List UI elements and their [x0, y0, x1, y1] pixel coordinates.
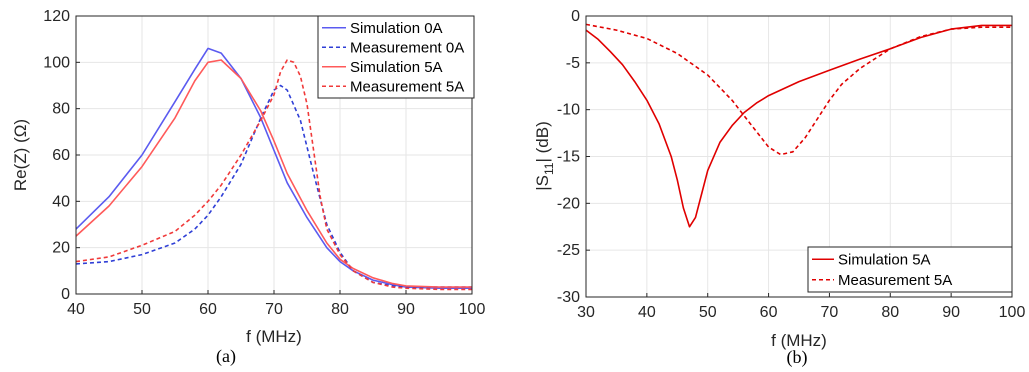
- y-tick-label: 0: [571, 8, 580, 25]
- x-tick-label: 90: [942, 304, 960, 321]
- panel-b-ticks: 30 40 50 60 70 80 90 100 0 -5 -10 -15 -20 -25 -30: [557, 8, 1026, 321]
- y-tick-label: 80: [52, 101, 70, 118]
- panel-b-y-axis-label-subscript: 11: [542, 162, 556, 175]
- panel-b-label: (b): [787, 347, 808, 368]
- x-tick-label: 80: [331, 301, 349, 318]
- legend-entry-label: Simulation 5A: [838, 251, 931, 268]
- x-tick-label: 100: [999, 304, 1026, 321]
- series-line-2: [585, 23, 1012, 156]
- panel-b-y-axis-label-end: | (dB): [533, 121, 552, 162]
- y-tick-label: -5: [566, 55, 580, 72]
- y-tick-label: -10: [557, 102, 580, 119]
- panel-b: 30 40 50 60 70 80 90 100 0 -5 -10 -15 -20 -25 -30 f (M…: [533, 8, 1025, 368]
- series-line-4: [75, 59, 472, 291]
- x-tick-label: 40: [67, 301, 85, 318]
- x-tick-label: 70: [265, 301, 283, 318]
- y-tick-label: 40: [52, 193, 70, 210]
- y-tick-label: 100: [43, 54, 70, 71]
- panel-b-series: [585, 23, 1012, 228]
- x-tick-label: 60: [199, 301, 217, 318]
- x-tick-label: 60: [760, 304, 778, 321]
- panel-a-label: (a): [216, 346, 236, 367]
- series-line-1: [75, 47, 472, 289]
- panel-b-y-axis-label: |S11| (dB): [533, 121, 556, 191]
- x-tick-label: 90: [397, 301, 415, 318]
- panel-a-ticks: 40 50 60 70 80 90 100 0 20 40 60 80 100 120: [43, 8, 485, 318]
- y-tick-label: -30: [557, 289, 580, 306]
- x-tick-label: 50: [133, 301, 151, 318]
- series-line-1: [585, 24, 1012, 228]
- legend-entry-label: Simulation 5A: [350, 59, 443, 76]
- panel-b-x-axis-label: f (MHz): [771, 331, 827, 350]
- y-tick-label: 60: [52, 147, 70, 164]
- panel-a-legend: Simulation 0A Measurement 0A Simulation 5A…: [317, 15, 475, 99]
- x-tick-label: 70: [821, 304, 839, 321]
- y-tick-label: 0: [61, 286, 70, 303]
- legend-box: [807, 246, 1013, 293]
- panel-a-x-axis-label: f (MHz): [246, 327, 302, 346]
- x-tick-label: 50: [699, 304, 717, 321]
- legend-box: [317, 15, 475, 99]
- series-line-3: [75, 59, 472, 288]
- legend-entry-label: Measurement 0A: [350, 39, 464, 56]
- legend-entry-label: Measurement 5A: [350, 78, 464, 95]
- x-tick-label: 100: [459, 301, 486, 318]
- y-tick-label: -15: [557, 149, 580, 166]
- y-tick-label: -25: [557, 242, 580, 259]
- y-tick-label: -20: [557, 195, 580, 212]
- x-tick-label: 30: [577, 304, 595, 321]
- y-tick-label: 20: [52, 240, 70, 257]
- panel-a-y-axis-label: Re(Z) (Ω): [11, 119, 30, 191]
- panel-b-y-axis-label-main: |S: [533, 175, 552, 191]
- legend-entry-label: Simulation 0A: [350, 20, 443, 37]
- panel-a-series: [75, 47, 472, 291]
- panel-b-legend: Simulation 5A Measurement 5A: [807, 246, 1013, 293]
- panel-a: 40 50 60 70 80 90 100 0 20 40 60 80 100 120 f (MHz) R…: [11, 8, 485, 367]
- y-tick-label: 120: [43, 8, 70, 25]
- x-tick-label: 80: [881, 304, 899, 321]
- legend-entry-label: Measurement 5A: [838, 272, 952, 289]
- series-line-2: [75, 84, 472, 288]
- x-tick-label: 40: [638, 304, 656, 321]
